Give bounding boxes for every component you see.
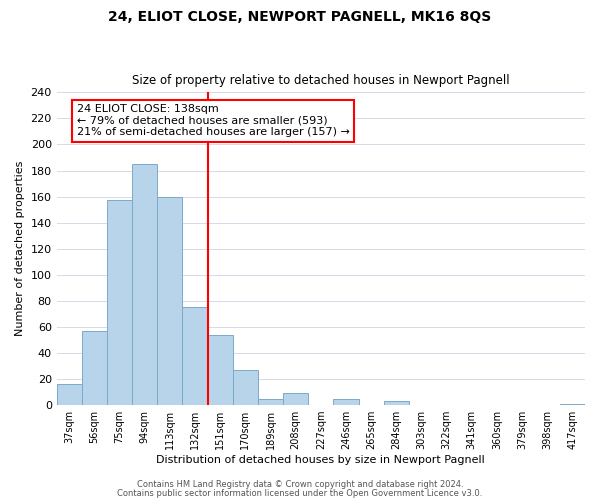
- Bar: [283, 394, 308, 405]
- Bar: [560, 404, 585, 405]
- X-axis label: Distribution of detached houses by size in Newport Pagnell: Distribution of detached houses by size …: [157, 455, 485, 465]
- Bar: [334, 398, 359, 405]
- Bar: [56, 384, 82, 405]
- Bar: [208, 334, 233, 405]
- Bar: [258, 398, 283, 405]
- Text: Contains HM Land Registry data © Crown copyright and database right 2024.: Contains HM Land Registry data © Crown c…: [137, 480, 463, 489]
- Y-axis label: Number of detached properties: Number of detached properties: [15, 161, 25, 336]
- Bar: [82, 331, 107, 405]
- Bar: [132, 164, 157, 405]
- Bar: [233, 370, 258, 405]
- Title: Size of property relative to detached houses in Newport Pagnell: Size of property relative to detached ho…: [132, 74, 509, 87]
- Bar: [157, 196, 182, 405]
- Text: 24, ELIOT CLOSE, NEWPORT PAGNELL, MK16 8QS: 24, ELIOT CLOSE, NEWPORT PAGNELL, MK16 8…: [109, 10, 491, 24]
- Text: Contains public sector information licensed under the Open Government Licence v3: Contains public sector information licen…: [118, 488, 482, 498]
- Bar: [107, 200, 132, 405]
- Text: 24 ELIOT CLOSE: 138sqm
← 79% of detached houses are smaller (593)
21% of semi-de: 24 ELIOT CLOSE: 138sqm ← 79% of detached…: [77, 104, 350, 138]
- Bar: [182, 308, 208, 405]
- Bar: [384, 401, 409, 405]
